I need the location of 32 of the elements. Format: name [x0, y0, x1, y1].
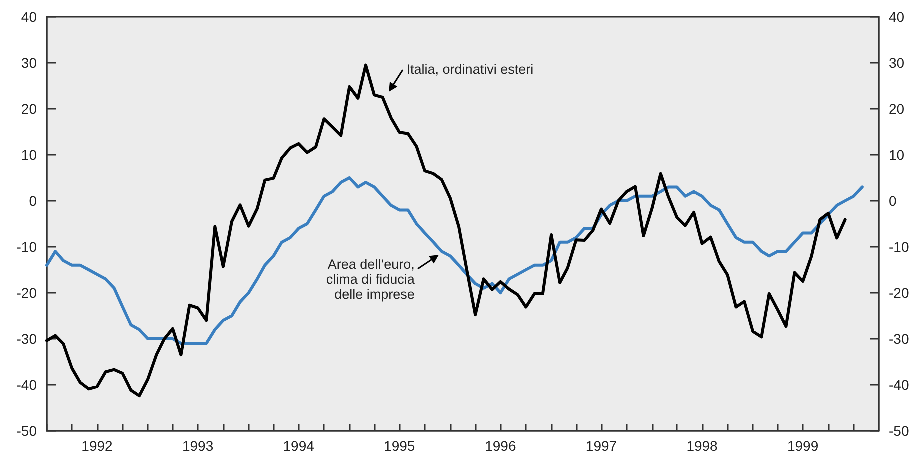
y2-tick-label: 20	[889, 101, 905, 117]
line-series	[46, 176, 864, 346]
x-tick-label: 1997	[586, 438, 618, 454]
y-tick-label: 20	[21, 101, 38, 117]
y2-tick-label: 10	[889, 147, 905, 163]
y-tick-label: -40	[16, 377, 38, 393]
y2-tick-label: -50	[889, 423, 910, 439]
annotation: Area dell’euro, clima di fiducia delle imprese	[326, 256, 415, 302]
y2-tick-label: -30	[889, 331, 910, 347]
x-tick-label: 1996	[485, 438, 516, 454]
y-tick-label: 0	[29, 193, 38, 209]
line-series	[46, 64, 847, 398]
y2-tick-label: 0	[889, 193, 897, 209]
y2-tick-label: 30	[889, 55, 905, 71]
y-tick-label: -20	[16, 285, 38, 301]
x-tick-label: 1993	[182, 438, 214, 454]
y2-tick-label: 40	[889, 9, 905, 25]
y-tick-label: 10	[21, 147, 38, 163]
y2-tick-label: -20	[889, 285, 910, 301]
y-tick-label: 40	[21, 9, 38, 25]
y-tick-label: -50	[16, 423, 38, 439]
y-tick-label: -30	[16, 331, 38, 347]
x-tick-label: 1992	[82, 438, 114, 454]
y-tick-label: -10	[16, 239, 38, 255]
x-tick-label: 1998	[686, 438, 718, 454]
y-tick-label: 30	[21, 55, 38, 71]
annotation: Italia, ordinativi esteri	[406, 62, 534, 76]
y2-tick-label: -40	[889, 377, 910, 393]
x-tick-label: 1995	[384, 438, 416, 454]
x-tick-label: 1999	[787, 438, 819, 454]
y2-tick-label: -10	[889, 239, 910, 255]
x-tick-label: 1994	[283, 438, 315, 454]
